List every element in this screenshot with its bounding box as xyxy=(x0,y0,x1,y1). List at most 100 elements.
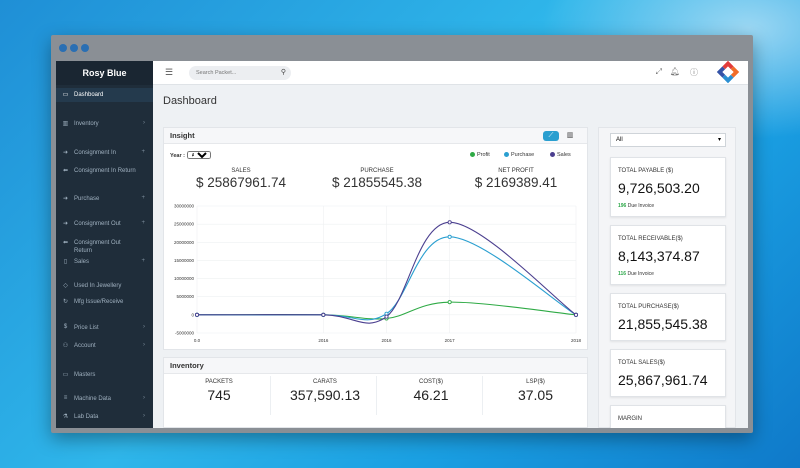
top-bar: ☰ ⚲ ⤢ 🔔︎ ⓘ xyxy=(153,61,748,85)
due-count: 196 xyxy=(618,203,627,209)
sidebar-item-dashboard[interactable]: ▭ Dashboard xyxy=(56,88,153,102)
y-tick-label: -5000000 xyxy=(175,331,195,336)
inventory-title: Inventory xyxy=(164,358,587,374)
y-tick-label: 0 xyxy=(191,312,194,317)
insight-title: Insight xyxy=(164,128,587,144)
search-input[interactable] xyxy=(196,68,276,78)
year-label: Year : xyxy=(170,153,185,159)
inventory-carats: CARATS 357,590.13 xyxy=(274,376,377,415)
line-chart-toggle-icon[interactable]: ⟋ xyxy=(543,131,559,141)
data-point-sales xyxy=(321,312,326,317)
monitor-icon: ▭ xyxy=(62,372,69,378)
kpi-number: 2169389.41 xyxy=(485,175,558,190)
legend-swatch xyxy=(470,152,475,158)
kpi-number: 21855545.38 xyxy=(343,175,423,190)
window-dot-close[interactable] xyxy=(59,44,67,52)
stat-total-payable[interactable]: TOTAL PAYABLE ($) 9,726,503.20 196 Due I… xyxy=(610,157,726,217)
sidebar-item-label: Masters xyxy=(74,372,96,378)
stat-label: MARGIN xyxy=(618,416,642,422)
kpi-value: $ 2169389.41 xyxy=(461,175,571,190)
brand-logo-icon[interactable] xyxy=(716,61,740,84)
sidebar-item-label: Consignment In Return xyxy=(74,168,136,174)
inventory-value: 745 xyxy=(207,387,231,403)
inventory-value: 46.21 xyxy=(413,387,449,403)
search-icon[interactable]: ⚲ xyxy=(280,69,286,76)
kpi-net-profit: NET PROFIT $ 2169389.41 xyxy=(461,168,571,190)
currency-symbol: $ xyxy=(195,175,204,190)
clipboard-icon: ▯ xyxy=(63,259,68,265)
expand-icon[interactable]: ⤢ xyxy=(655,67,662,76)
sidebar-item-label: Purchase xyxy=(74,196,100,202)
currency-symbol: $ xyxy=(331,175,340,190)
bar-chart-toggle-icon[interactable]: ▥ xyxy=(566,132,574,139)
legend-label: Purchase xyxy=(511,152,535,158)
stat-total-receivable[interactable]: TOTAL RECEIVABLE($) 8,143,374.87 116 Due… xyxy=(610,225,726,285)
x-tick-label: 0.0 xyxy=(194,338,201,343)
app-window: Rosy Blue ▭ Dashboard ▥ Inventory › ➜ Co… xyxy=(51,35,753,433)
window-dot-maximize[interactable] xyxy=(81,44,89,52)
arrow-left-icon: ⬅ xyxy=(62,240,69,246)
arrow-right-icon: ➜ xyxy=(62,221,69,227)
insight-card: Insight ⟋ ▥ Year : All Profit Purchase S… xyxy=(163,127,588,350)
x-tick-label: 2016 xyxy=(381,338,392,343)
legend-label: Sales xyxy=(557,152,571,158)
plus-icon: + xyxy=(141,149,145,155)
legend-profit: Profit xyxy=(470,152,490,158)
stat-total-sales[interactable]: TOTAL SALES($) 25,867,961.74 xyxy=(610,349,726,397)
help-icon[interactable]: ⓘ xyxy=(690,68,698,77)
stat-value: 9,726,503.20 xyxy=(618,180,700,196)
inventory-cost: COST($) 46.21 xyxy=(380,376,483,415)
sidebar-item-label: Used In Jewellery xyxy=(74,283,122,289)
stat-label: TOTAL PURCHASE($) xyxy=(618,304,679,310)
hamburger-menu-icon[interactable]: ☰ xyxy=(165,67,174,77)
users-icon: ⚇ xyxy=(62,343,69,349)
x-tick-label: 2018 xyxy=(571,338,582,343)
filter-value: All xyxy=(616,137,623,143)
summary-filter-select[interactable]: All ▾ xyxy=(610,133,726,147)
kpi-label: NET PROFIT xyxy=(498,168,534,174)
plus-icon: + xyxy=(141,220,145,226)
kpi-sales: SALES $ 25867961.74 xyxy=(186,168,296,190)
stat-value: 25,867,961.74 xyxy=(618,372,708,388)
y-tick-label: 10000000 xyxy=(174,276,195,281)
bell-icon[interactable]: 🔔︎ xyxy=(669,67,680,76)
kpi-value: $ 21855545.38 xyxy=(322,175,432,190)
y-tick-label: 25000000 xyxy=(174,222,195,227)
stat-label: TOTAL RECEIVABLE($) xyxy=(618,236,683,242)
sidebar-item-label: Machine Data xyxy=(74,396,112,402)
insight-line-chart: 30000000 25000000 20000000 15000000 10000000… xyxy=(174,204,582,344)
stat-margin[interactable]: MARGIN xyxy=(610,405,726,428)
inventory-label: CARATS xyxy=(313,379,337,385)
sidebar-item-label: Lab Data xyxy=(74,414,99,420)
window-dot-minimize[interactable] xyxy=(70,44,78,52)
data-point-sales xyxy=(573,312,579,317)
year-select[interactable]: All xyxy=(186,151,211,159)
monitor-icon: ▭ xyxy=(62,92,69,98)
y-tick-label: 5000000 xyxy=(176,294,194,299)
sidebar-item-label: Inventory xyxy=(74,121,99,127)
stat-due-invoice: 196 Due Invoice xyxy=(618,203,654,209)
sidebar-item-label: Consignment Out Return xyxy=(74,240,121,254)
data-point-sales xyxy=(447,220,452,225)
arrow-right-icon: ➜ xyxy=(62,150,69,156)
kpi-purchase: PURCHASE $ 21855545.38 xyxy=(322,168,432,190)
chevron-right-icon: › xyxy=(143,342,145,348)
inventory-packets: PACKETS 745 xyxy=(168,376,271,415)
legend-swatch xyxy=(550,152,555,158)
sidebar-item-label: Mfg Issue/Receive xyxy=(74,299,124,305)
y-tick-label: 20000000 xyxy=(174,240,195,245)
inventory-label: COST($) xyxy=(419,379,443,385)
legend-label: Profit xyxy=(477,152,490,158)
stat-value: 21,855,545.38 xyxy=(618,316,708,332)
page-title: Dashboard xyxy=(163,95,217,107)
kpi-value: $ 25867961.74 xyxy=(186,175,296,190)
summary-panel: All ▾ TOTAL PAYABLE ($) 9,726,503.20 196… xyxy=(598,127,736,428)
sidebar-item-label: Account xyxy=(74,343,96,349)
kpi-number: 25867961.74 xyxy=(207,175,287,190)
inventory-value: 357,590.13 xyxy=(289,387,361,403)
diamond-icon: ◇ xyxy=(63,283,68,289)
kpi-label: SALES xyxy=(231,168,251,174)
stat-label: TOTAL SALES($) xyxy=(618,360,665,366)
sidebar: Rosy Blue ▭ Dashboard ▥ Inventory › ➜ Co… xyxy=(56,61,153,428)
stat-total-purchase[interactable]: TOTAL PURCHASE($) 21,855,545.38 xyxy=(610,293,726,341)
